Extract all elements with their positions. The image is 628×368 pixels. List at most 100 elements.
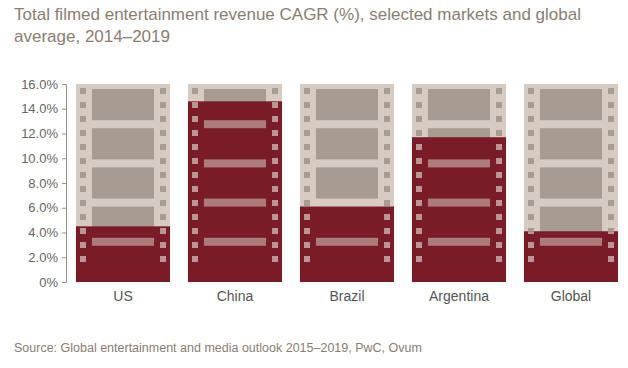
- sprocket-hole: [416, 256, 422, 262]
- sprocket-hole: [496, 116, 502, 122]
- sprocket-hole: [608, 88, 614, 94]
- strip-background: [76, 84, 170, 282]
- frame-gap: [316, 207, 378, 208]
- sprocket-hole: [416, 200, 422, 206]
- sprocket-hole: [416, 214, 422, 220]
- chart: 0%2.0%4.0%6.0%8.0%10.0%12.0%14.0%16.0%US…: [0, 0, 628, 368]
- sprocket-hole: [528, 172, 534, 178]
- sprocket-hole: [80, 158, 86, 164]
- strip-background: [412, 84, 506, 282]
- frame-gap: [204, 159, 266, 167]
- sprocket-hole: [160, 242, 166, 248]
- film-strip: [300, 84, 394, 282]
- sprocket-hole: [528, 200, 534, 206]
- sprocket-hole: [272, 102, 278, 108]
- bar-film-detail: [80, 226, 166, 262]
- sprocket-hole: [192, 200, 198, 206]
- sprocket-hole: [80, 228, 86, 234]
- sprocket-hole: [160, 228, 166, 234]
- bar: [412, 137, 506, 282]
- sprocket-hole: [80, 256, 86, 262]
- sprocket-hole: [192, 130, 198, 136]
- sprocket-hole: [608, 256, 614, 262]
- sprocket-hole: [192, 256, 198, 262]
- sprocket-hole: [384, 214, 390, 220]
- sprocket-hole: [272, 172, 278, 178]
- sprocket-hole: [272, 228, 278, 234]
- sprocket-hole: [80, 88, 86, 94]
- y-tick-mark: [62, 282, 66, 283]
- sprocket-hole: [160, 88, 166, 94]
- film-frame: [540, 89, 602, 120]
- sprocket-hole: [416, 200, 422, 206]
- sprocket-hole: [80, 144, 86, 150]
- x-tick: US: [113, 282, 132, 304]
- sprocket-hole: [528, 256, 534, 262]
- sprocket-hole: [272, 256, 278, 262]
- sprocket-hole: [528, 186, 534, 192]
- strip-background: [524, 84, 618, 282]
- sprocket-hole: [496, 144, 502, 150]
- sprocket-hole: [496, 242, 502, 248]
- film-strip: [412, 84, 506, 282]
- sprocket-hole: [272, 256, 278, 262]
- sprocket-hole: [608, 130, 614, 136]
- sprocket-hole: [496, 214, 502, 220]
- sprocket-hole: [192, 88, 198, 94]
- sprocket-hole: [272, 214, 278, 220]
- sprocket-hole: [160, 214, 166, 220]
- sprocket-hole: [528, 242, 534, 248]
- y-tick: 8.0%: [28, 176, 66, 191]
- bar-film-detail: [416, 137, 502, 262]
- sprocket-hole: [528, 158, 534, 164]
- bar-film-detail: [192, 101, 278, 262]
- sprocket-hole: [528, 116, 534, 122]
- sprocket-hole: [304, 214, 310, 220]
- frame-gap: [316, 238, 378, 246]
- sprocket-hole: [80, 102, 86, 108]
- sprocket-hole: [272, 242, 278, 248]
- y-tick-label: 0%: [39, 275, 58, 290]
- sprocket-hole: [528, 214, 534, 220]
- sprocket-hole: [160, 256, 166, 262]
- sprocket-hole: [192, 102, 198, 108]
- sprocket-hole: [192, 256, 198, 262]
- film-strip: [524, 84, 618, 282]
- sprocket-hole: [304, 144, 310, 150]
- frame-gap: [92, 238, 154, 246]
- sprocket-hole: [416, 130, 422, 136]
- sprocket-hole: [528, 88, 534, 94]
- sprocket-hole: [416, 116, 422, 122]
- strip-background: [188, 84, 282, 282]
- y-axis: 0%2.0%4.0%6.0%8.0%10.0%12.0%14.0%16.0%: [21, 77, 66, 290]
- sprocket-hole: [496, 186, 502, 192]
- y-tick-label: 2.0%: [28, 250, 58, 265]
- sprocket-hole: [160, 228, 166, 234]
- sprocket-hole: [304, 256, 310, 262]
- sprocket-hole: [80, 242, 86, 248]
- sprocket-hole: [496, 158, 502, 164]
- sprocket-hole: [192, 102, 198, 108]
- y-tick: 4.0%: [28, 225, 66, 240]
- sprocket-hole: [496, 102, 502, 108]
- bar-film-detail: [304, 207, 390, 262]
- sprocket-hole: [192, 172, 198, 178]
- sprocket-hole: [416, 88, 422, 94]
- sprocket-hole: [304, 242, 310, 248]
- sprocket-hole: [272, 88, 278, 94]
- y-tick-mark: [62, 233, 66, 234]
- sprocket-hole: [192, 158, 198, 164]
- sprocket-hole: [304, 242, 310, 248]
- sprocket-hole: [416, 158, 422, 164]
- y-tick-label: 6.0%: [28, 200, 58, 215]
- bar: [76, 226, 170, 282]
- x-axis: USChinaBrazilArgentinaGlobal: [113, 282, 591, 304]
- sprocket-hole: [496, 256, 502, 262]
- bar: [524, 231, 618, 282]
- sprocket-hole: [304, 228, 310, 234]
- y-tick-mark: [62, 183, 66, 184]
- sprocket-hole: [272, 186, 278, 192]
- sprocket-hole: [192, 116, 198, 122]
- sprocket-hole: [272, 242, 278, 248]
- sprocket-hole: [496, 200, 502, 206]
